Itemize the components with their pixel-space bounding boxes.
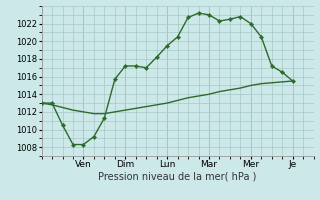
X-axis label: Pression niveau de la mer( hPa ): Pression niveau de la mer( hPa ) bbox=[99, 172, 257, 182]
